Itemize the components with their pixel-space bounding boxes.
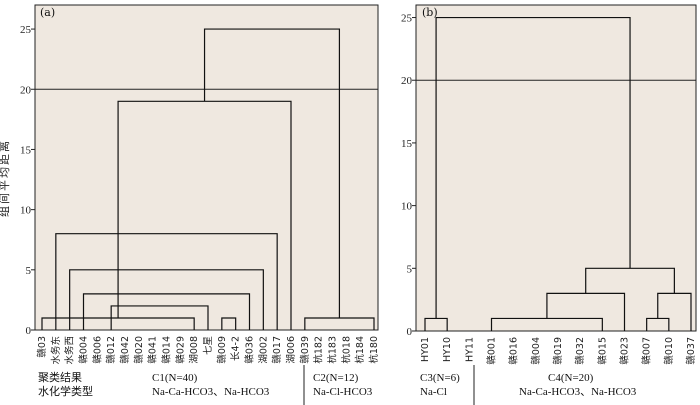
- leaf-label: 水务西: [64, 336, 76, 365]
- leaf-label: 赣042: [119, 336, 131, 364]
- merge-link: [646, 317, 670, 331]
- y-tick-label: 5: [26, 265, 32, 277]
- panel-b-frame: [415, 4, 697, 332]
- leaf-label: 水务东: [50, 336, 62, 365]
- merge-link: [657, 292, 692, 331]
- merge-link: [69, 269, 264, 330]
- panel-b-y-axis: 0 5 10 15 20 25: [401, 13, 696, 338]
- leaf-label: 杭183: [327, 336, 339, 364]
- leaf-label: 湖002: [258, 336, 269, 364]
- leaf-label: 杭184: [354, 336, 366, 364]
- merge-link: [55, 233, 278, 330]
- leaf-label: 杭182: [313, 336, 325, 364]
- panel-b: 0 5 10 15 20 25 HY01 HY10 HY11 赣001 赣016 赣004 赣019 赣…: [401, 4, 697, 365]
- leaf-label: 赣03: [36, 336, 48, 358]
- leaf-label: 赣016: [508, 337, 520, 365]
- leaf-label: 赣014: [161, 336, 173, 364]
- leaf-label: 湖008: [189, 336, 200, 364]
- leaf-label: 赣037: [685, 337, 697, 365]
- merge-link: [304, 317, 375, 330]
- leaf-label: 赣001: [486, 337, 498, 365]
- y-tick-label: 15: [20, 144, 32, 156]
- leaf-label: 杭180: [368, 336, 380, 364]
- panel-a-label: (a): [40, 6, 55, 19]
- leaf-label: 赣039: [299, 336, 311, 364]
- panel-a-leaf-labels: 赣03 水务东 水务西 赣004 赣006 赣012 赣042 赣020 赣041 赣014 赣02…: [36, 336, 380, 365]
- y-tick-label: 15: [401, 138, 413, 150]
- hydrochem-type-label: 水化学类型: [38, 384, 93, 398]
- leaf-label: 赣029: [174, 336, 186, 364]
- merge-link: [424, 317, 448, 331]
- group-c3-type: Na-Cl: [420, 386, 447, 398]
- leaf-label: 赣020: [133, 336, 145, 364]
- y-tick-label: 10: [401, 201, 413, 213]
- panel-a-frame: [34, 4, 379, 331]
- leaf-label: 赣015: [596, 337, 608, 365]
- leaf-label: 七星: [203, 336, 214, 355]
- leaf-label: 赣032: [574, 337, 586, 365]
- leaf-label: 赣012: [105, 336, 117, 364]
- group-annotations: 聚类结果 水化学类型 C1(N=40) Na-Ca-HCO3、Na-HCO3 C…: [38, 365, 637, 405]
- group-c1-name: C1(N=40): [152, 372, 198, 384]
- merge-link: [490, 317, 603, 331]
- leaf-label: 赣010: [663, 337, 675, 365]
- leaf-label: 赣041: [147, 336, 159, 364]
- y-tick-label: 25: [20, 24, 32, 36]
- group-c3-name: C3(N=6): [420, 372, 460, 384]
- leaf-label: 杭018: [340, 336, 352, 364]
- group-c4-name: C4(N=20): [548, 372, 594, 384]
- merge-link: [41, 317, 195, 330]
- leaf-label: 赣023: [619, 337, 631, 365]
- y-tick-label: 10: [20, 205, 32, 217]
- leaf-label: 赣006: [91, 336, 103, 364]
- panel-a-y-axis: 0 5 10 15 20 25: [20, 24, 378, 337]
- panel-b-leaf-labels: HY01 HY10 HY11 赣001 赣016 赣004 赣019 赣032 赣015 赣023…: [420, 337, 697, 365]
- group-c4-type: Na-Ca-HCO3、Na-HCO3: [519, 386, 637, 398]
- y-tick-label: 5: [407, 263, 413, 275]
- merge-link: [585, 267, 675, 294]
- merge-link: [110, 305, 209, 330]
- leaf-label: 赣017: [271, 336, 283, 364]
- group-c2-name: C2(N=12): [313, 372, 359, 384]
- y-tick-label: 0: [407, 326, 413, 338]
- merge-link: [221, 317, 237, 330]
- merge-link: [546, 292, 626, 331]
- panel-b-label: (b): [422, 6, 438, 19]
- leaf-label: 湖006: [286, 336, 297, 364]
- leaf-label: HY10: [442, 337, 453, 362]
- y-tick-label: 0: [26, 325, 32, 337]
- y-tick-label: 20: [20, 84, 32, 96]
- y-axis-label: 组间平均距离: [0, 139, 11, 217]
- y-tick-label: 20: [401, 75, 413, 87]
- group-c1-type: Na-Ca-HCO3、Na-HCO3: [152, 386, 270, 398]
- panel-b-tree: [424, 16, 692, 331]
- leaf-label: 赣036: [244, 336, 256, 364]
- leaf-label: 长4-2: [230, 336, 242, 361]
- leaf-label: 赣004: [78, 336, 90, 364]
- cluster-result-label: 聚类结果: [38, 370, 82, 384]
- merge-link: [435, 16, 631, 319]
- leaf-label: 赣004: [530, 337, 542, 365]
- leaf-label: 赣007: [641, 337, 653, 365]
- panel-a-tree: [41, 28, 375, 330]
- y-tick-label: 25: [401, 13, 413, 25]
- merge-link: [203, 28, 341, 318]
- panel-a: 0 5 10 15 20 25 赣03 水务东 水务西 赣004 赣006 赣012 赣042 赣020…: [20, 4, 380, 365]
- leaf-label: 赣009: [216, 336, 228, 364]
- leaf-label: HY11: [464, 337, 475, 362]
- merge-link: [82, 293, 251, 330]
- leaf-label: 赣019: [552, 337, 564, 365]
- group-c2-type: Na-Cl-HCO3: [313, 386, 373, 398]
- leaf-label: HY01: [420, 337, 431, 362]
